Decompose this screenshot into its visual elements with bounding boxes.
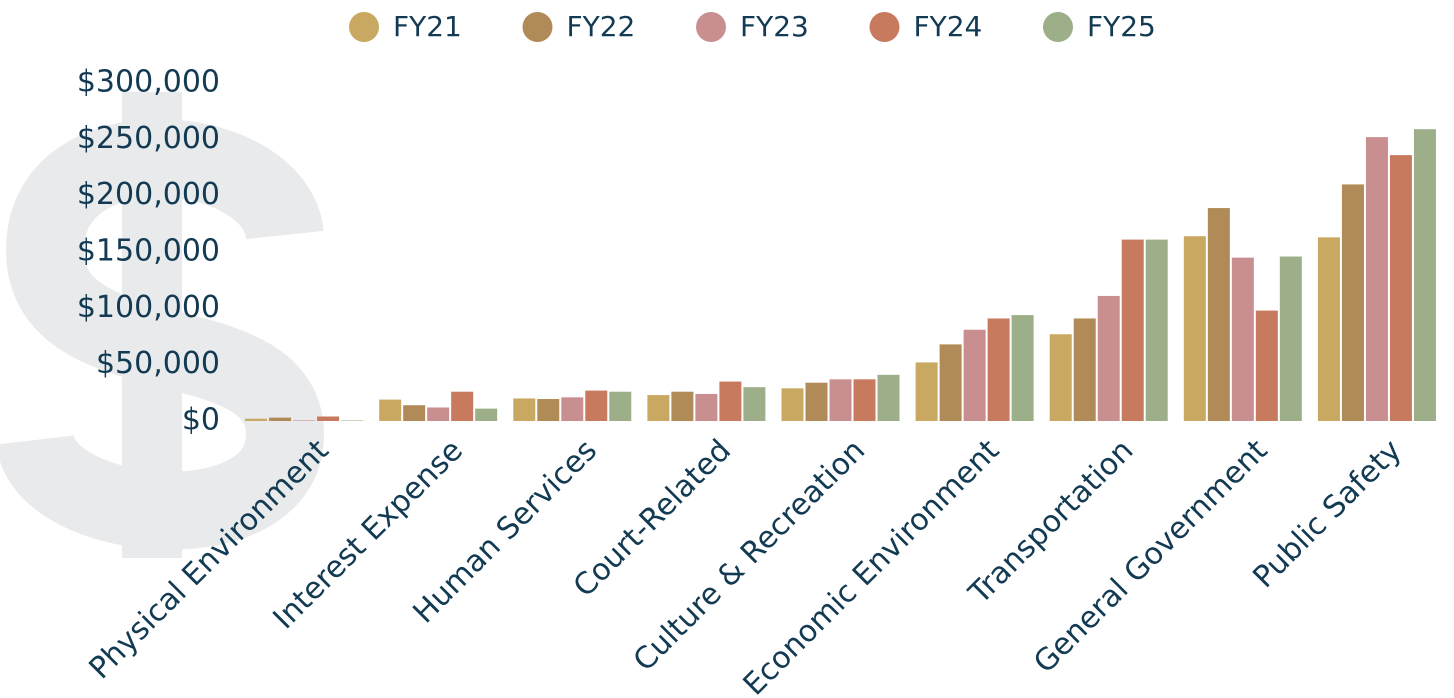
bar <box>513 398 536 421</box>
bar <box>561 397 584 421</box>
bar <box>293 420 316 421</box>
bar <box>1413 129 1436 421</box>
bar <box>1011 315 1034 421</box>
bar <box>245 418 268 421</box>
legend-label: FY25 <box>1087 10 1156 43</box>
bar <box>1145 239 1168 421</box>
bar <box>341 420 364 421</box>
y-tick-label: $150,000 <box>77 234 220 269</box>
y-tick-label: $250,000 <box>77 121 220 156</box>
bar <box>805 382 828 421</box>
bar <box>719 381 742 421</box>
bar <box>379 399 402 421</box>
legend-label: FY21 <box>393 10 462 43</box>
bar <box>1121 239 1144 421</box>
bar <box>317 416 340 421</box>
x-tick-label: Economic Environment <box>737 433 1007 698</box>
bar <box>1207 208 1230 421</box>
legend-swatch <box>1043 12 1073 42</box>
bar <box>609 391 632 421</box>
bar <box>987 318 1010 421</box>
x-tick-label: General Government <box>1027 433 1275 681</box>
bar <box>1183 236 1206 421</box>
bar <box>963 329 986 421</box>
y-tick-label: $100,000 <box>77 290 220 325</box>
bar <box>1389 155 1412 421</box>
bar <box>877 374 900 421</box>
bar <box>1231 257 1254 421</box>
legend-swatch <box>349 12 379 42</box>
bar <box>1049 334 1072 421</box>
bar <box>1341 184 1364 421</box>
bar <box>671 391 694 421</box>
bar <box>781 388 804 421</box>
legend-swatch <box>696 12 726 42</box>
legend-swatch <box>869 12 900 42</box>
bar <box>915 362 938 421</box>
bar <box>585 390 608 421</box>
bar <box>743 387 766 421</box>
bar <box>939 344 962 421</box>
bar <box>427 407 450 421</box>
bar <box>451 391 474 421</box>
legend-label: FY22 <box>567 10 636 43</box>
y-tick-label: $50,000 <box>96 346 220 381</box>
bar <box>1255 310 1278 421</box>
bar <box>475 408 498 421</box>
legend-label: FY23 <box>740 10 809 43</box>
y-tick-label: $200,000 <box>77 177 220 212</box>
bar <box>1365 137 1388 421</box>
bar <box>647 395 670 421</box>
bar <box>403 405 426 421</box>
bar <box>1073 318 1096 421</box>
watermark-s <box>0 119 325 550</box>
bar <box>1097 295 1120 421</box>
bar <box>1317 237 1340 421</box>
y-tick-label: $0 <box>182 403 220 438</box>
bar <box>1279 256 1302 421</box>
bar <box>695 393 718 421</box>
bar <box>269 417 292 421</box>
dollar-watermark <box>0 92 325 558</box>
y-tick-label: $300,000 <box>77 65 220 100</box>
x-tick-label: Culture & Recreation <box>627 433 872 678</box>
bar <box>537 399 560 421</box>
bar <box>853 379 876 421</box>
legend-label: FY24 <box>914 10 983 43</box>
bar <box>829 379 852 421</box>
legend-swatch <box>522 12 553 42</box>
